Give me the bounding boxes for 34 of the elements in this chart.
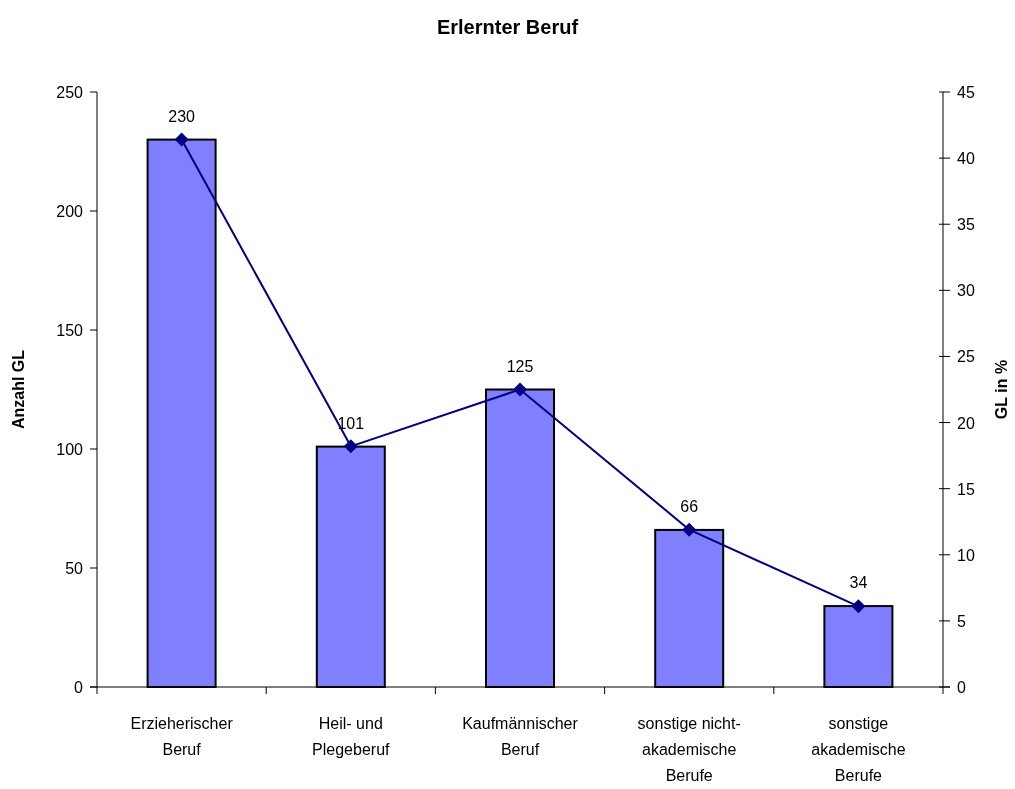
y2-tick-label: 35	[957, 216, 975, 234]
x-tick-label: sonstige nicht-akademische Berufe	[637, 715, 741, 784]
data-label: 34	[849, 574, 868, 592]
data-label: 125	[506, 357, 534, 375]
y2-tick-label: 40	[957, 150, 975, 168]
y2-tick-label: 5	[957, 612, 966, 630]
y-tick-label: 250	[56, 84, 84, 101]
y2-tick-label: 30	[957, 282, 975, 300]
y2-tick-label: 15	[957, 480, 975, 498]
point	[851, 599, 866, 614]
x-tick-label: sonstige akademische Berufe	[811, 715, 906, 784]
y-tick-label: 200	[56, 203, 84, 220]
y-tick-label: 150	[56, 322, 84, 339]
data-label: 230	[168, 107, 196, 125]
y2-tick-label: 10	[957, 546, 975, 564]
point	[174, 132, 189, 147]
x-tick-label: Erzieherischer Beruf	[130, 715, 234, 758]
x-tick-label: Heil- und Plegeberuf	[312, 715, 391, 758]
y2-tick-label: 25	[957, 348, 975, 366]
y-tick-label: 0	[74, 679, 84, 696]
y-tick-label: 50	[65, 560, 84, 577]
data-label: 66	[680, 497, 699, 515]
y2-tick-label: 45	[957, 84, 975, 101]
y-tick-label: 100	[56, 441, 84, 458]
y2-tick-label: 20	[957, 414, 975, 432]
y-axis-title: Anzahl GL	[10, 349, 27, 430]
x-tick-label: Kaufmännischer Beruf	[462, 715, 579, 758]
y2-axis-title: GL in %	[993, 359, 1010, 420]
chart-title: Erlernter Beruf	[436, 16, 579, 38]
y2-tick-label: 0	[957, 679, 966, 696]
data-label: 101	[337, 414, 365, 432]
point	[513, 382, 527, 397]
point	[343, 439, 358, 454]
point	[682, 522, 697, 537]
